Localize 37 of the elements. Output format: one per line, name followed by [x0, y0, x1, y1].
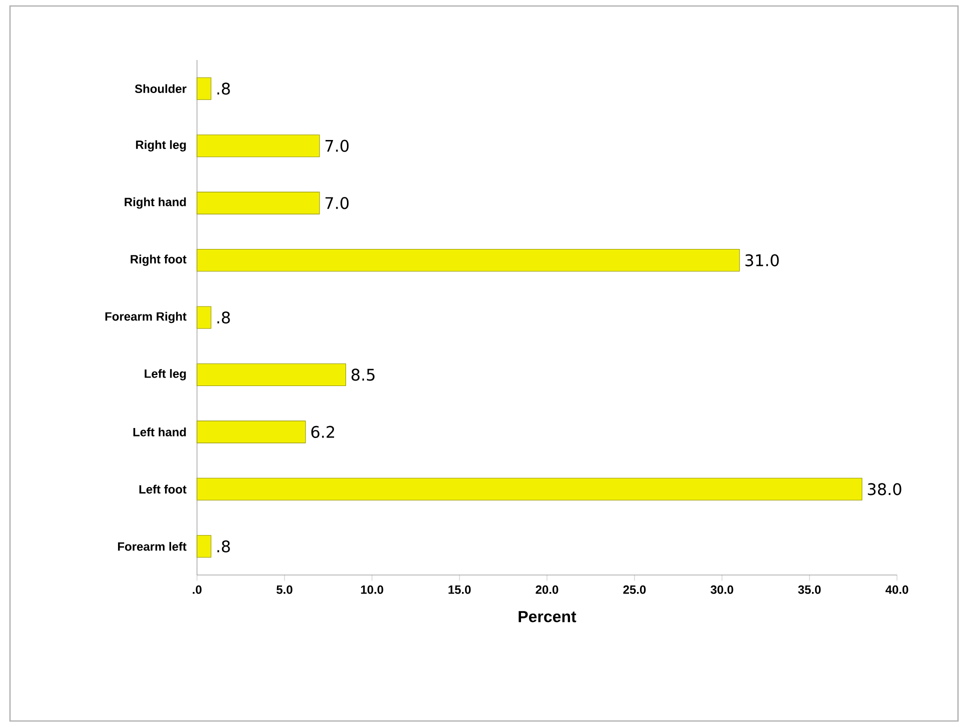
x-tick-label: 20.0	[536, 585, 558, 594]
y-tick-label: Right leg	[136, 140, 186, 152]
y-tick-label: Left leg	[144, 369, 186, 380]
data-label: .8	[217, 82, 230, 95]
y-tick-label: Forearm left	[118, 542, 186, 551]
data-label: .8	[217, 540, 230, 552]
x-tick-label: 10.0	[361, 585, 384, 594]
data-label: 38.0	[868, 483, 902, 496]
y-tick-label: Shoulder	[134, 84, 186, 94]
bar	[196, 249, 740, 272]
y-tick-label: Forearm Right	[105, 312, 186, 324]
bar	[196, 535, 212, 558]
bar	[196, 192, 320, 214]
x-tick-label: 30.0	[710, 585, 734, 594]
bar	[196, 77, 212, 100]
x-axis-title: Percent	[518, 611, 576, 622]
bar	[196, 420, 306, 444]
y-tick-label: Right foot	[130, 254, 186, 266]
x-tick-label: 5.0	[276, 585, 292, 594]
data-label: 7.0	[326, 197, 349, 210]
bar	[196, 363, 346, 386]
y-tick-label: Left foot	[139, 484, 186, 494]
bar	[196, 134, 320, 158]
x-tick-label: 15.0	[448, 585, 471, 594]
data-label: 8.5	[352, 368, 375, 381]
bar	[196, 478, 862, 500]
y-tick-label: Right hand	[124, 197, 186, 209]
data-label: 6.2	[311, 426, 334, 438]
x-tick-label: 35.0	[798, 585, 821, 594]
bar	[196, 306, 212, 329]
x-tick-label: .0	[192, 585, 202, 594]
data-label: .8	[217, 311, 230, 324]
y-tick-label: Left hand	[133, 428, 186, 436]
data-label: 31.0	[745, 254, 779, 266]
x-tick-label: 25.0	[623, 585, 646, 594]
data-label: 7.0	[326, 140, 349, 152]
x-tick-label: 40.0	[886, 585, 908, 594]
